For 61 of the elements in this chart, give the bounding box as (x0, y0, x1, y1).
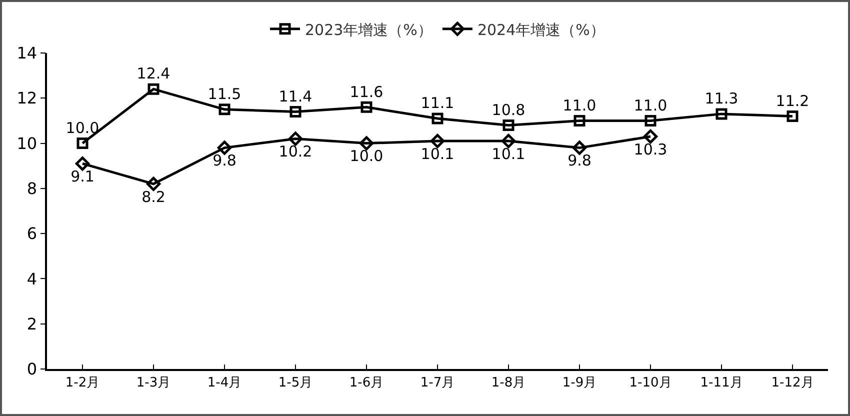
point (716, 108, 728, 120)
y-tick-label: 6 (26, 224, 38, 244)
y-tick-label: 0 (26, 360, 38, 379)
data-label: 11.6 (350, 82, 384, 101)
x-tick-label: 1-10月 (629, 375, 672, 390)
point (146, 176, 161, 192)
y-tick-label: 14 (16, 44, 38, 63)
point (290, 106, 302, 118)
y-tick-label: 4 (26, 269, 38, 288)
data-label: 11.0 (634, 96, 668, 114)
point (148, 83, 160, 95)
point (218, 104, 230, 116)
point (572, 140, 587, 155)
data-label: 10.1 (420, 144, 454, 163)
data-label: 10.0 (66, 118, 100, 137)
data-label: 10.1 (492, 144, 526, 163)
point (501, 134, 516, 148)
data-label: 9.8 (212, 152, 236, 170)
data-label: 12.4 (136, 64, 170, 83)
x-tick-label: 1-6月 (349, 375, 384, 390)
point (359, 136, 374, 150)
data-label: 11.1 (420, 94, 454, 112)
y-tick-label: 10 (16, 134, 38, 153)
x-tick-label: 1-8月 (491, 375, 526, 390)
x-tick-label: 1-12月 (771, 375, 814, 390)
data-label: 10.3 (634, 140, 668, 158)
data-label: 9.1 (70, 167, 94, 186)
data-label: 11.4 (278, 87, 312, 106)
legend-label: 2024年增速（%） (477, 20, 605, 39)
point (76, 138, 88, 150)
y-tick-label: 8 (26, 179, 38, 198)
x-tick-label: 1-7月 (420, 375, 455, 390)
y-tick-label: 2 (26, 314, 38, 334)
data-label: 11.2 (776, 92, 810, 110)
x-tick-label: 1-2月 (65, 375, 100, 390)
point (430, 134, 445, 148)
point (643, 129, 658, 144)
point (574, 114, 586, 126)
x-tick-label: 1-3月 (136, 375, 171, 390)
data-label: 9.8 (568, 152, 592, 170)
x-tick-label: 1-4月 (207, 375, 242, 390)
data-label: 10.2 (278, 142, 312, 161)
point (432, 112, 444, 124)
data-label: 8.2 (142, 188, 166, 206)
point (288, 132, 303, 146)
x-tick-label: 1-5月 (278, 375, 313, 390)
point (786, 110, 798, 122)
x-tick-label: 1-11月 (700, 375, 743, 390)
x-tick-label: 1-9月 (562, 375, 597, 390)
point (502, 119, 514, 131)
legend-label: 2023年增速（%） (305, 20, 432, 39)
point (217, 140, 232, 155)
point (75, 156, 90, 171)
data-label: 10.8 (492, 100, 526, 119)
data-label: 11.0 (562, 96, 596, 114)
data-label: 11.3 (704, 90, 738, 108)
point (360, 101, 372, 113)
point (644, 114, 656, 126)
data-label: 11.5 (208, 85, 242, 104)
data-label: 10.0 (350, 147, 384, 166)
y-tick-label: 12 (16, 88, 38, 108)
